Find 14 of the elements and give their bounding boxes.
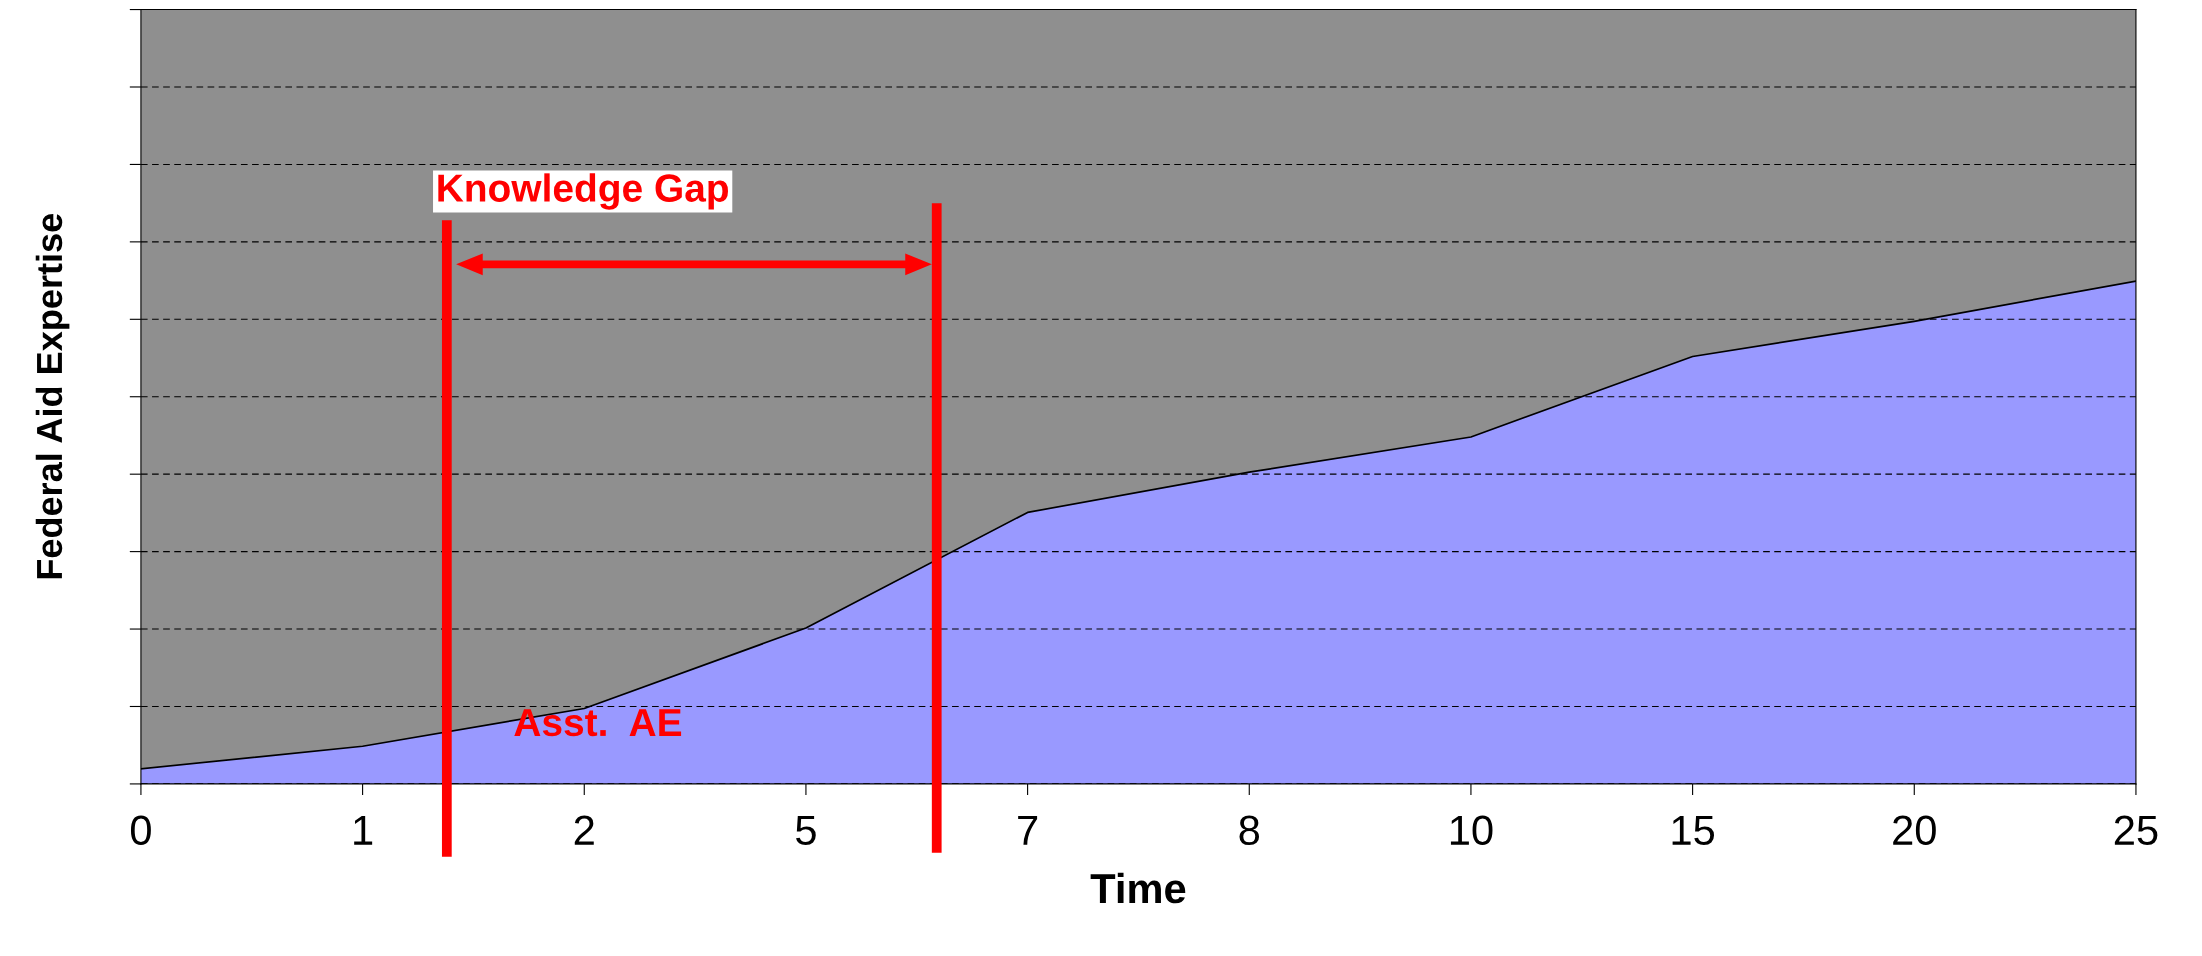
annotation: Asst. AE — [514, 709, 682, 737]
x-tick-label: 2 — [574, 815, 594, 845]
x-tick-label: 1 — [354, 816, 373, 845]
x-axis-title: Time — [1090, 872, 1186, 904]
x-tick-label: 10 — [1450, 815, 1493, 846]
x-tick-label: 15 — [1672, 816, 1715, 846]
x-tick-label: 8 — [1239, 815, 1260, 846]
y-axis-title: Federal Aid Expertise — [35, 214, 70, 579]
x-tick-label: 7 — [1018, 816, 1038, 845]
x-tick-label: 0 — [130, 815, 151, 846]
x-tick-label: 20 — [1893, 815, 1936, 846]
x-tick-label: 5 — [796, 816, 816, 846]
x-tick-label: 25 — [2114, 815, 2158, 846]
text: Knowledge Gap — [438, 173, 728, 210]
